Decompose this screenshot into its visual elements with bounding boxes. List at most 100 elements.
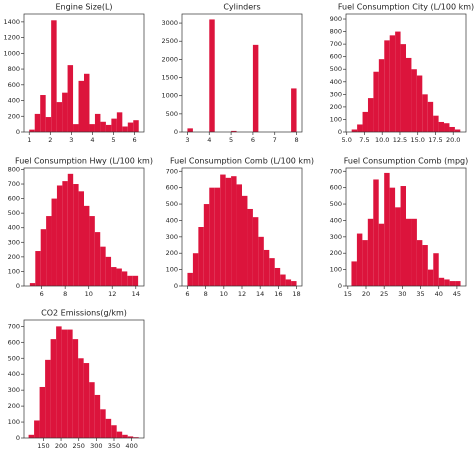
axes-frame (23, 13, 145, 133)
x-tick-label: 3 (185, 136, 189, 144)
bar (111, 118, 117, 132)
y-tick-label: 0 (174, 282, 178, 290)
bar (209, 187, 215, 286)
y-tick-label: 200 (330, 103, 342, 111)
bar (45, 117, 52, 132)
bar (100, 121, 106, 132)
bar (263, 249, 270, 286)
y-tick-label: 600 (8, 338, 20, 346)
bar (51, 20, 57, 132)
bar (449, 281, 456, 286)
bar (133, 120, 139, 132)
y-tick-label: 300 (330, 233, 342, 241)
y-tick-label: 300 (8, 386, 20, 394)
y-tick-label: 1500 (161, 74, 178, 82)
bar (225, 177, 232, 286)
bar (427, 101, 434, 132)
y-tick-label: 500 (330, 65, 342, 73)
bar (51, 198, 57, 286)
bar (45, 359, 51, 438)
bar (84, 205, 90, 286)
bar (444, 279, 450, 286)
bar (433, 253, 439, 286)
chart-title: CO2 Emissions(g/km) (41, 309, 127, 318)
bar (187, 272, 193, 286)
bar (84, 73, 90, 132)
bar (89, 124, 95, 132)
x-tick-label: 250 (72, 442, 84, 450)
bar (395, 31, 401, 132)
y-tick-label: 500 (8, 209, 20, 217)
bar (78, 80, 84, 132)
bar (127, 275, 133, 286)
bar (127, 122, 134, 132)
x-tick-label: 14 (256, 290, 264, 298)
bar (133, 437, 139, 438)
y-tick-label: 700 (8, 322, 20, 330)
x-tick-label: 150 (37, 442, 49, 450)
bar (209, 19, 215, 133)
x-tick-label: 10.0 (375, 136, 389, 144)
x-tick-label: 35 (416, 290, 424, 298)
y-tick-label: 500 (330, 200, 342, 208)
y-tick-label: 300 (166, 233, 178, 241)
bar (39, 386, 46, 438)
bar (422, 245, 428, 286)
bar (198, 227, 204, 286)
x-tick-label: 8 (63, 290, 67, 298)
y-tick-label: 300 (330, 90, 342, 98)
y-tick-label: 400 (8, 224, 20, 232)
bar (416, 240, 423, 286)
bar (78, 191, 84, 286)
x-tick-label: 350 (108, 442, 120, 450)
y-tick-label: 0 (174, 128, 178, 136)
bar (72, 339, 79, 438)
x-tick-label: 2 (48, 136, 52, 144)
bar (406, 218, 412, 286)
bar (291, 281, 297, 286)
bar (127, 436, 134, 438)
bar (116, 268, 122, 286)
bar (231, 176, 237, 286)
bar (400, 186, 406, 286)
bar (252, 44, 259, 132)
x-tick-label: 12.5 (393, 136, 407, 144)
bar (291, 88, 297, 132)
y-tick-label: 200 (330, 249, 342, 257)
bar (280, 274, 286, 286)
chart-title: Fuel Consumption Hwy (L/100 km) (15, 157, 153, 166)
y-tick-label: 200 (8, 253, 20, 261)
axes-frame (23, 167, 145, 287)
bar (78, 358, 84, 438)
bar (187, 128, 193, 132)
y-tick-label: 100 (8, 418, 20, 426)
bar (411, 218, 417, 286)
x-tick-label: 18 (292, 290, 300, 298)
axes-frame (345, 13, 467, 133)
bar (357, 124, 363, 132)
bar (362, 240, 368, 286)
x-tick-label: 30 (398, 290, 406, 298)
y-tick-label: 700 (330, 40, 342, 48)
y-tick-label: 600 (8, 81, 20, 89)
x-tick-label: 15 (344, 290, 352, 298)
bar (373, 179, 379, 286)
bar (351, 261, 357, 286)
bar (116, 112, 123, 132)
bar (105, 418, 112, 438)
y-tick-label: 900 (330, 15, 342, 23)
x-tick-label: 6 (40, 290, 44, 298)
bar (454, 129, 461, 132)
bar (121, 271, 128, 286)
bar (449, 126, 455, 132)
y-tick-label: 200 (8, 402, 20, 410)
chart-title: Fuel Consumption Comb (L/100 km) (170, 157, 314, 166)
x-tick-label: 6 (132, 136, 136, 144)
y-tick-label: 0 (338, 282, 342, 290)
bar (455, 281, 461, 286)
bar (111, 425, 117, 438)
axes-frame (23, 319, 145, 439)
y-tick-label: 2000 (161, 55, 178, 63)
bar (203, 204, 210, 286)
x-tick-label: 8 (204, 290, 208, 298)
